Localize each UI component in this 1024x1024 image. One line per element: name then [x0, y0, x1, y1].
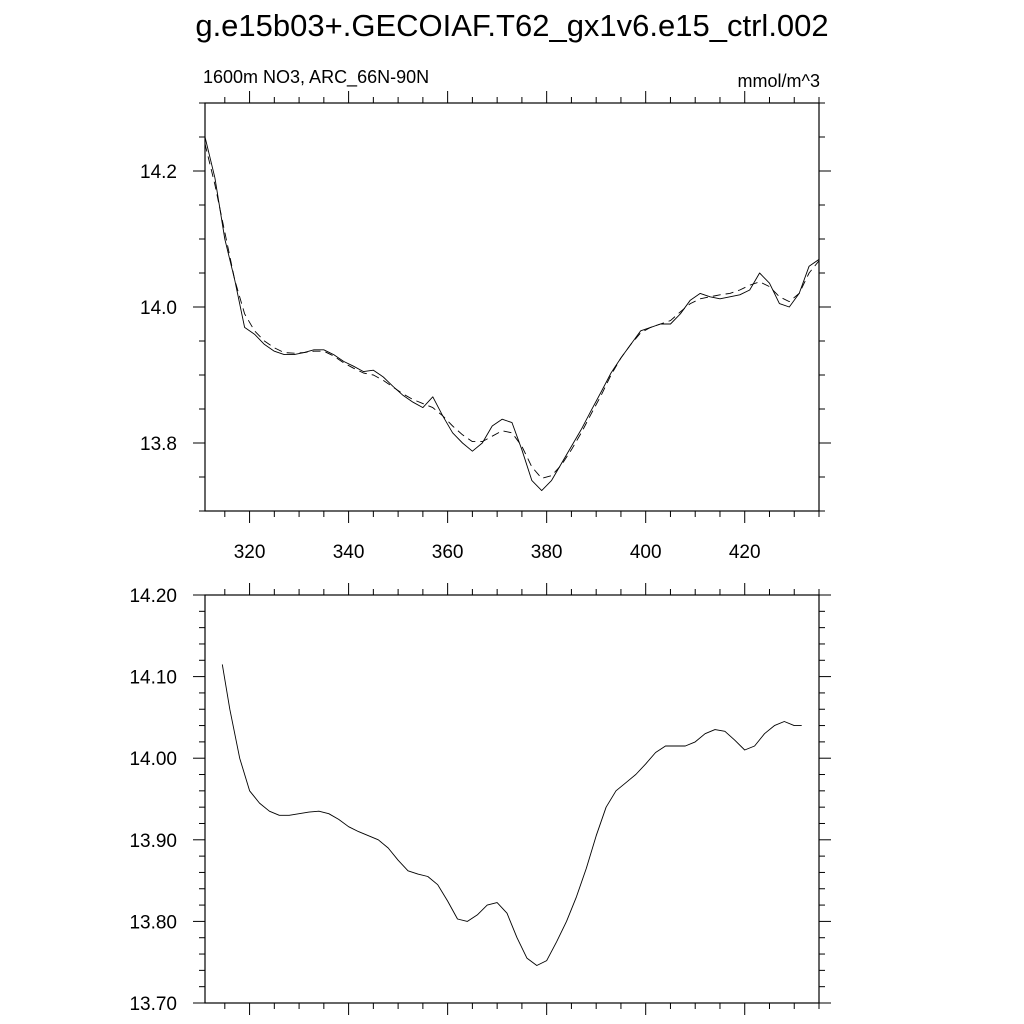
top-y-tick-label: 13.8 [140, 434, 177, 455]
bottom-y-tick-label: 14.00 [129, 749, 177, 770]
chart-title: g.e15b03+.GECOIAF.T62_gx1v6.e15_ctrl.002 [195, 8, 829, 43]
top-y-tick-label: 14.2 [140, 162, 177, 183]
bottom-y-tick-label: 14.10 [129, 668, 177, 689]
top-y-tick-label: 14.0 [140, 298, 177, 319]
left-subtitle: 1600m NO3, ARC_66N-90N [203, 67, 430, 87]
top-x-tick-label: 320 [234, 542, 266, 563]
bottom-y-tick-label: 14.20 [129, 586, 177, 607]
top-series-line-dashed [205, 143, 819, 479]
top-x-tick-label: 360 [432, 542, 464, 563]
bottom-panel: 13.70 13.80 13.90 14.00 14.10 14.20 [129, 583, 831, 1015]
top-x-tick-label: 380 [531, 542, 563, 563]
bottom-y-tick-label: 13.70 [129, 994, 177, 1015]
bottom-plot-frame [204, 594, 820, 1004]
units-label: mmol/m^3 [737, 71, 820, 91]
top-series-line-solid [205, 136, 819, 492]
top-x-tick-label: 420 [729, 542, 761, 563]
bottom-y-tick-label: 13.80 [129, 912, 177, 933]
bottom-series-line-solid [221, 664, 802, 966]
top-x-tick-label: 340 [333, 542, 365, 563]
top-x-tick-label: 400 [630, 542, 662, 563]
bottom-y-tick-label: 13.90 [129, 831, 177, 852]
top-plot-frame [204, 102, 820, 512]
top-panel: 320 340 360 380 400 420 13.8 14.0 14.2 [140, 91, 831, 563]
